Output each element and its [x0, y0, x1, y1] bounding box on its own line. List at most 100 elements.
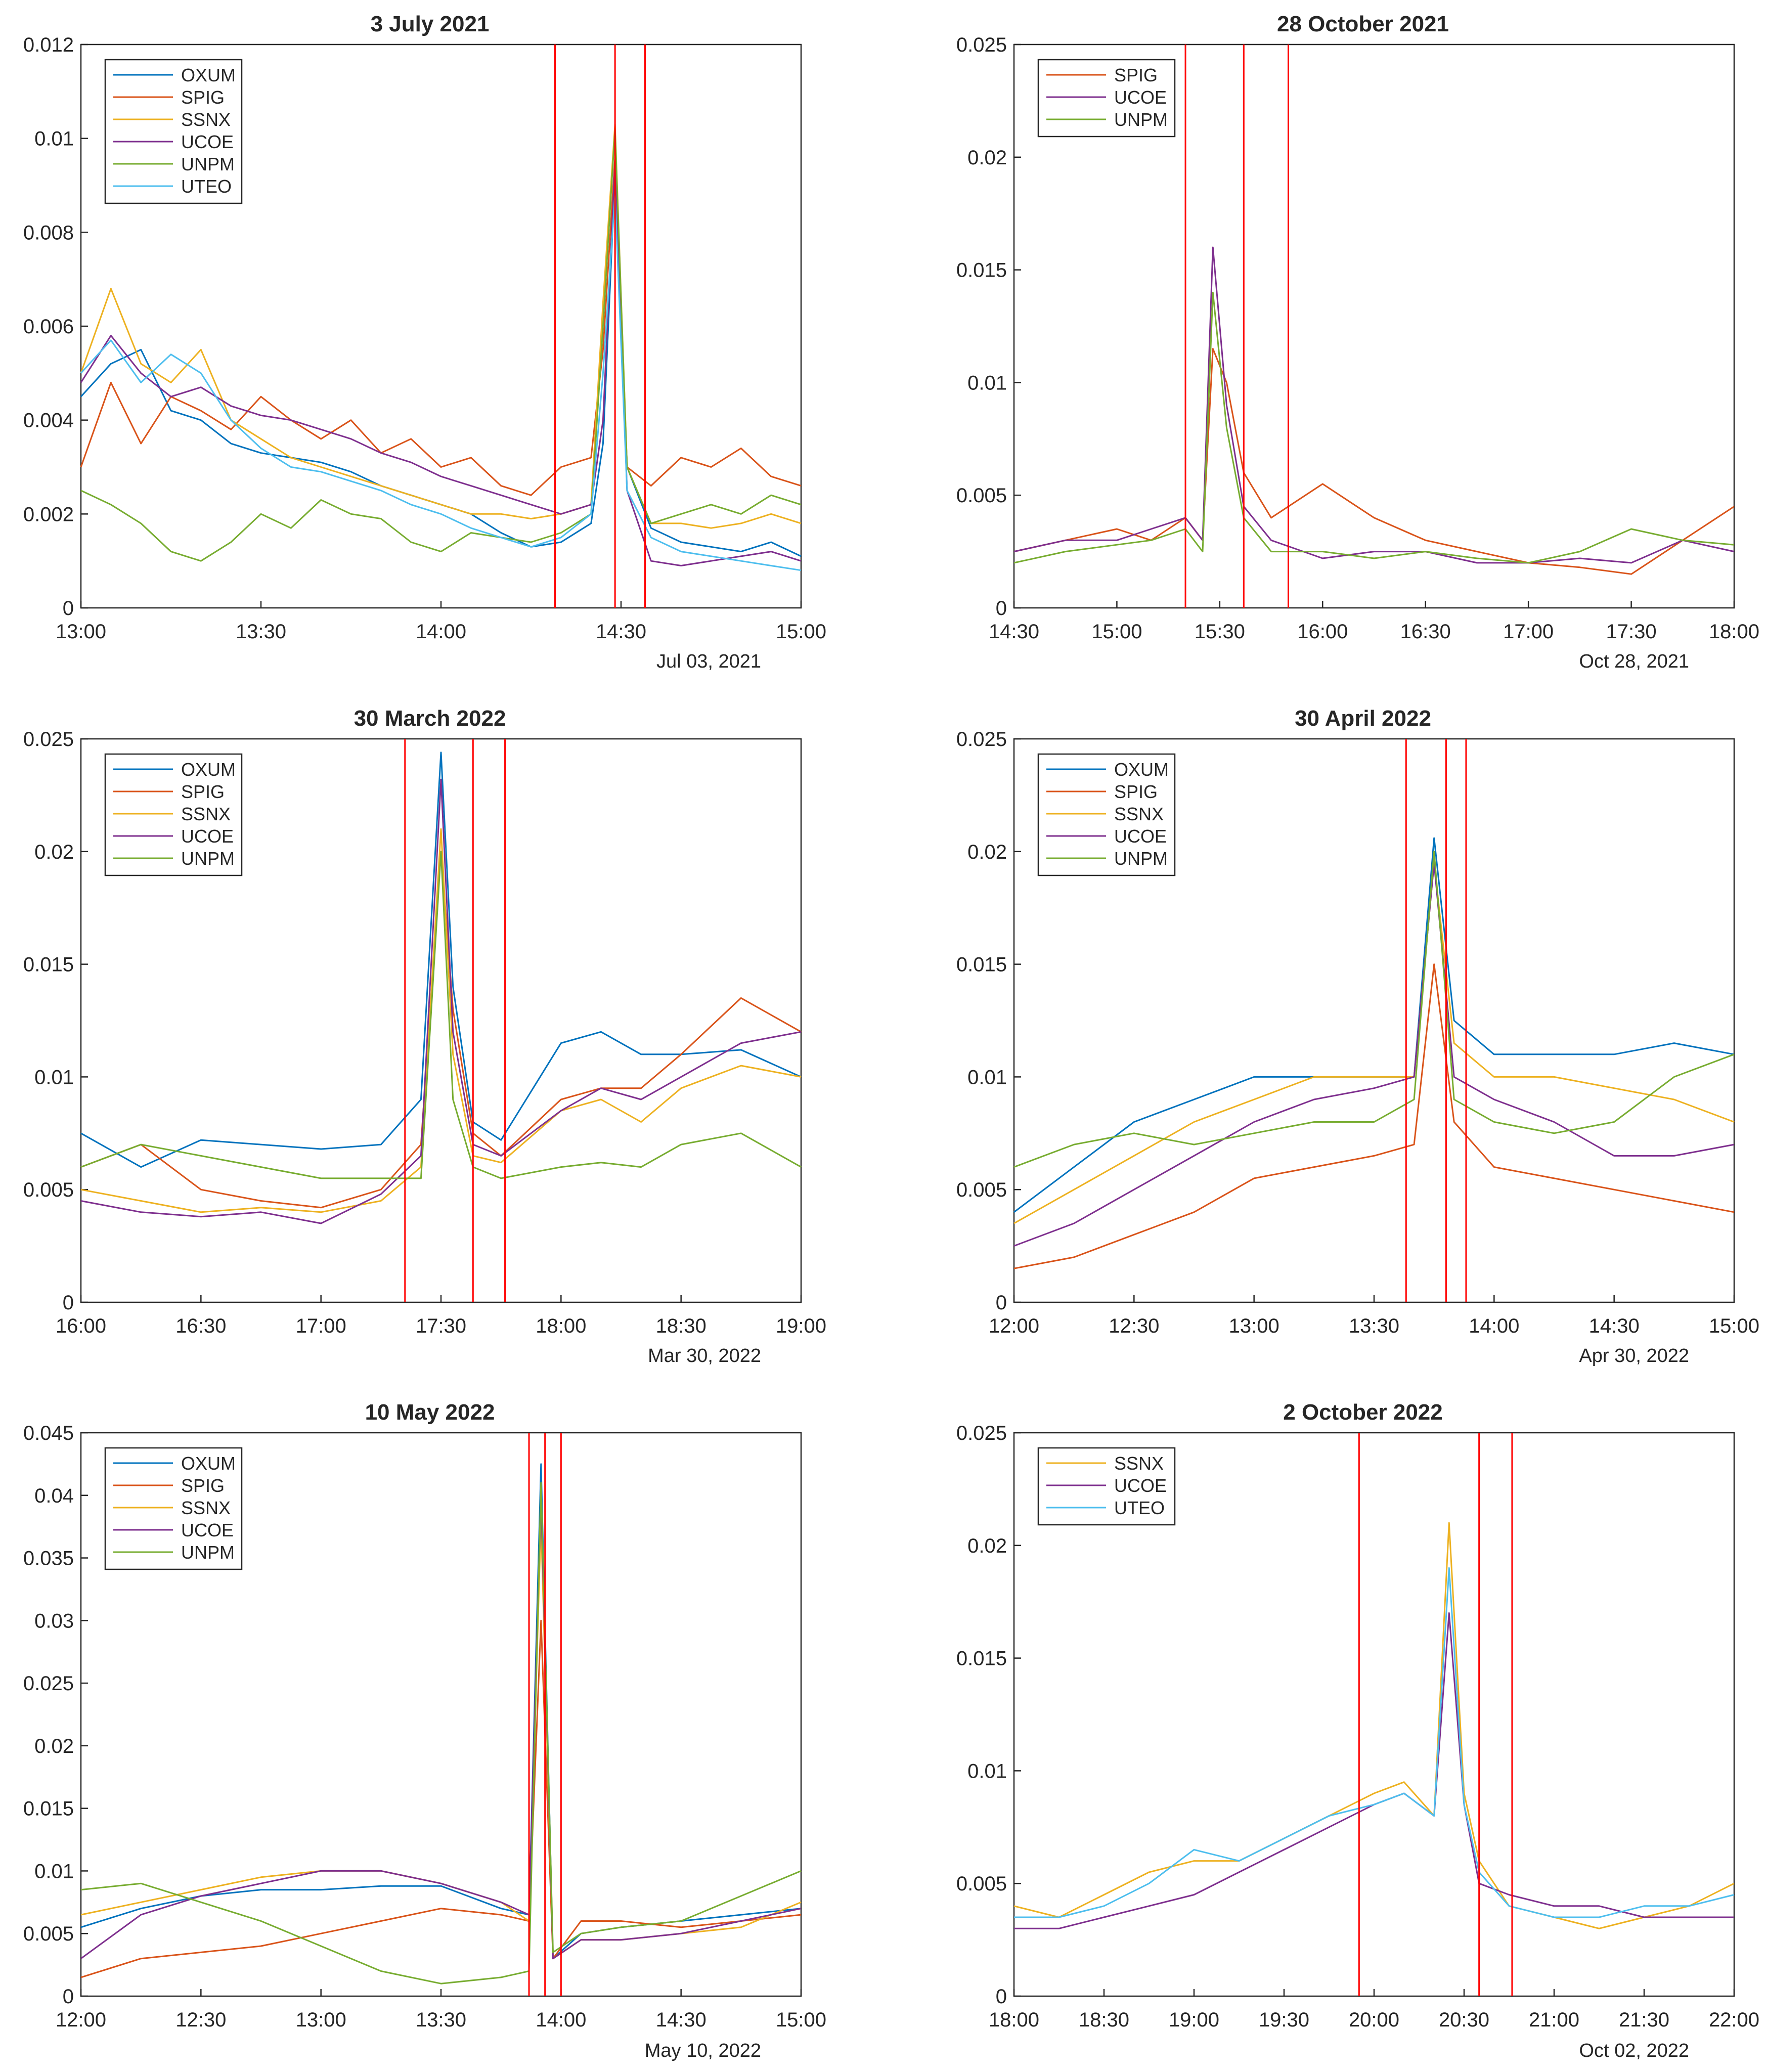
x-tick-label: 18:00 [989, 2009, 1039, 2031]
x-tick-label: 13:00 [56, 621, 106, 643]
panel-title: 28 October 2021 [1277, 12, 1449, 36]
series-line-ucoe [1013, 862, 1735, 1247]
legend-label: OXUM [1114, 759, 1169, 780]
x-tick-label: 19:30 [1259, 2009, 1309, 2031]
y-tick-label: 0.01 [967, 372, 1007, 394]
y-tick-label: 0.01 [34, 1066, 74, 1088]
date-label: Jul 03, 2021 [656, 651, 761, 672]
y-tick-label: 0.03 [34, 1610, 74, 1632]
x-tick-label: 20:00 [1349, 2009, 1399, 2031]
y-tick-label: 0.01 [967, 1760, 1007, 1782]
y-tick-label: 0.004 [23, 410, 74, 432]
x-tick-label: 14:30 [1589, 1315, 1640, 1337]
legend-label: UTEO [1114, 1497, 1165, 1518]
x-tick-label: 12:30 [175, 2009, 226, 2031]
x-tick-label: 15:00 [1091, 621, 1142, 643]
x-tick-label: 17:30 [1606, 621, 1657, 643]
legend-label: UCOE [181, 826, 234, 847]
y-tick-label: 0.025 [23, 728, 74, 751]
x-tick-label: 17:30 [416, 1315, 466, 1337]
series-line-uteo [1014, 1567, 1735, 1918]
y-tick-label: 0.005 [23, 1923, 74, 1945]
x-tick-label: 16:30 [1400, 621, 1451, 643]
legend-label: OXUM [181, 65, 236, 85]
y-tick-label: 0.005 [956, 1179, 1007, 1201]
legend-label: OXUM [181, 1453, 236, 1474]
y-tick-label: 0.015 [23, 1798, 74, 1820]
legend-label: UNPM [181, 848, 235, 869]
date-label: Oct 28, 2021 [1579, 651, 1689, 672]
y-tick-label: 0.01 [34, 1860, 74, 1882]
series-line-spig [80, 156, 802, 496]
y-tick-label: 0 [63, 1292, 74, 1314]
x-tick-label: 17:00 [1503, 621, 1554, 643]
y-tick-label: 0.025 [956, 1422, 1007, 1444]
y-tick-label: 0.035 [23, 1548, 74, 1570]
x-tick-label: 16:30 [175, 1315, 226, 1337]
series-line-ucoe [80, 1494, 802, 1960]
panel-title: 30 March 2022 [354, 706, 506, 731]
y-tick-label: 0.006 [23, 316, 74, 338]
legend-box [1037, 1447, 1176, 1526]
y-tick-label: 0.005 [956, 1873, 1007, 1895]
y-tick-label: 0.015 [956, 1648, 1007, 1670]
series-line-unpm [80, 128, 802, 562]
y-tick-label: 0 [996, 597, 1007, 620]
y-tick-label: 0 [63, 597, 74, 620]
y-tick-label: 0.002 [23, 503, 74, 525]
legend-label: SPIG [181, 781, 225, 802]
panel-2: 28 October 2021 Oct 28, 2021 0 0.005 0.01 0… [956, 12, 1759, 672]
legend-label: SSNX [1114, 1453, 1164, 1474]
legend-box [104, 1447, 243, 1570]
y-tick-label: 0 [996, 1986, 1007, 2008]
x-tick-label: 20:30 [1439, 2009, 1489, 2031]
x-tick-label: 14:00 [416, 621, 466, 643]
panel-title: 2 October 2022 [1283, 1400, 1443, 1425]
series-line-ssnx [1013, 1522, 1735, 1929]
y-tick-label: 0.025 [956, 34, 1007, 56]
y-tick-label: 0.015 [23, 954, 74, 976]
date-label: Oct 02, 2022 [1579, 2040, 1689, 2061]
legend-label: SSNX [181, 109, 231, 130]
legend-label: UCOE [1114, 1475, 1167, 1496]
series-line-ssnx [80, 828, 802, 1213]
x-tick-label: 12:00 [56, 2009, 106, 2031]
series-line-unpm [80, 1482, 802, 1985]
legend-box [104, 753, 243, 876]
y-tick-label: 0 [996, 1292, 1007, 1314]
plot-area [1013, 1432, 1735, 1997]
x-tick-label: 19:00 [1169, 2009, 1219, 2031]
x-tick-label: 18:00 [536, 1315, 586, 1337]
x-tick-label: 14:00 [536, 2009, 586, 2031]
x-tick-label: 12:30 [1109, 1315, 1159, 1337]
y-tick-label: 0.02 [967, 841, 1007, 863]
y-tick-label: 0.02 [967, 147, 1007, 169]
y-tick-label: 0.02 [34, 1735, 74, 1757]
series-line-ucoe [80, 161, 802, 566]
x-tick-label: 18:30 [1079, 2009, 1129, 2031]
x-tick-label: 13:00 [296, 2009, 346, 2031]
y-tick-label: 0.005 [23, 1179, 74, 1201]
legend-box [1037, 753, 1176, 876]
plot-area [1013, 43, 1735, 609]
legend-label: SPIG [1114, 65, 1158, 85]
x-tick-label: 21:00 [1529, 2009, 1579, 2031]
legend-label: UNPM [1114, 109, 1168, 130]
panel-title: 30 April 2022 [1295, 706, 1431, 731]
y-tick-label: 0.012 [23, 34, 74, 56]
series-line-oxum [80, 752, 802, 1168]
x-tick-label: 15:00 [776, 2009, 826, 2031]
series-line-spig [80, 851, 802, 1209]
x-tick-label: 15:30 [1195, 621, 1245, 643]
panel-1: 3 July 2021 Jul 03, 2021 0 0.002 0.004 0.00… [23, 12, 826, 672]
panel-title: 3 July 2021 [371, 12, 490, 36]
x-tick-label: 15:00 [1709, 1315, 1759, 1337]
panel-6: 2 October 2022 Oct 02, 2022 0 0.005 0.01 0.… [956, 1400, 1759, 2061]
x-tick-label: 18:30 [656, 1315, 707, 1337]
date-label: May 10, 2022 [645, 2040, 761, 2061]
panel-5: 10 May 2022 May 10, 2022 0 0.005 0.01 0.015… [23, 1400, 826, 2061]
y-tick-label: 0.005 [956, 484, 1007, 507]
x-tick-label: 21:30 [1619, 2009, 1669, 2031]
date-label: Apr 30, 2022 [1579, 1345, 1689, 1366]
